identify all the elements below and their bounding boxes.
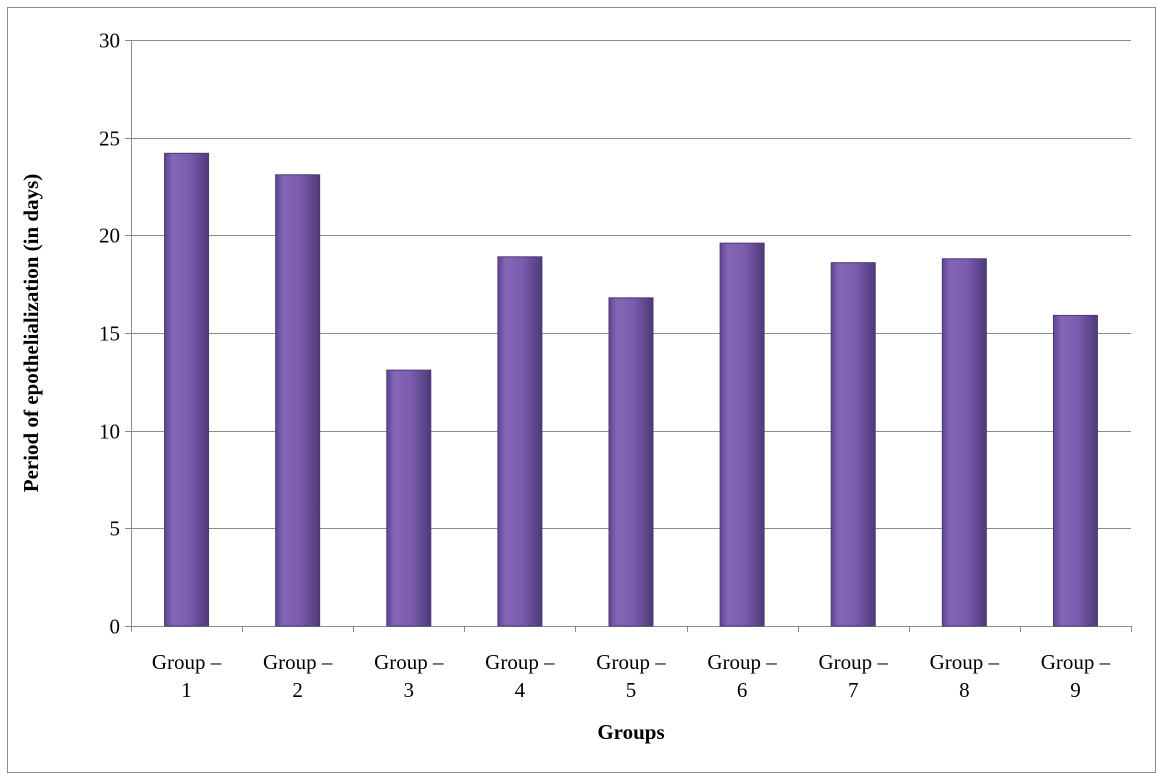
- axes: [125, 40, 1132, 632]
- bar-group-4: [497, 256, 543, 627]
- bar-group-8: [941, 258, 987, 627]
- y-tick-label: 30: [99, 29, 120, 53]
- x-tick-label: 2: [292, 678, 303, 702]
- x-tick-label: 1: [181, 678, 192, 702]
- bar-group-1: [164, 152, 210, 627]
- x-axis-title: Groups: [597, 720, 664, 744]
- bar-group-9: [1052, 314, 1098, 627]
- x-tick-label: Group –: [263, 650, 333, 674]
- bar-group-3: [386, 369, 432, 627]
- bars: [164, 152, 1098, 627]
- x-tick-labels: Group – 1 Group – 2 Group – 3 Group – 4 Group – 5…: [152, 650, 1111, 702]
- x-tick-label: Group –: [374, 650, 444, 674]
- x-tick-label: Group –: [152, 650, 222, 674]
- bar-group-6: [719, 242, 765, 627]
- x-tick-label: 5: [626, 678, 637, 702]
- x-tick-label: Group –: [1041, 650, 1111, 674]
- y-axis-title: Period of epothelialization (in days): [19, 174, 43, 493]
- x-tick-label: 3: [404, 678, 415, 702]
- x-tick-label: Group –: [707, 650, 777, 674]
- x-tick-label: 7: [848, 678, 859, 702]
- x-tick-label: Group –: [819, 650, 889, 674]
- x-tick-label: 6: [737, 678, 748, 702]
- x-tick-label: Group –: [485, 650, 555, 674]
- x-tick-label: 8: [959, 678, 970, 702]
- x-tick-label: Group –: [930, 650, 1000, 674]
- y-tick-label: 25: [99, 127, 120, 151]
- y-tick-label: 5: [110, 517, 121, 541]
- y-tick-label: 15: [99, 322, 120, 346]
- bar-group-7: [830, 262, 876, 627]
- bar-group-2: [275, 174, 321, 627]
- x-tick-label: 4: [515, 678, 526, 702]
- y-tick-label: 10: [99, 420, 120, 444]
- y-tick-label: 20: [99, 224, 120, 248]
- x-tick-label: 9: [1070, 678, 1081, 702]
- y-tick-label: 0: [110, 615, 121, 639]
- bar-group-5: [608, 297, 654, 627]
- x-tick-label: Group –: [596, 650, 666, 674]
- y-tick-labels: 0 5 10 15 20 25 30: [99, 29, 120, 639]
